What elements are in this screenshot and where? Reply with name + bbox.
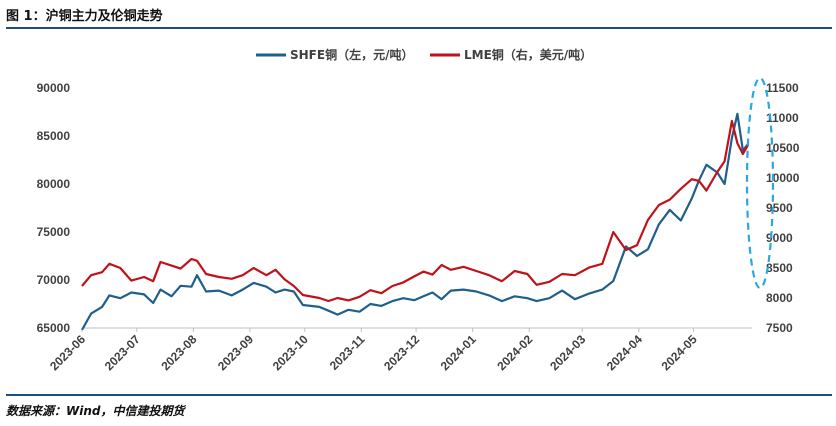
y-left-tick-label: 85000	[37, 129, 71, 143]
x-tick-label: 2024-03	[547, 332, 588, 373]
y-right-tick-label: 8500	[766, 261, 793, 275]
chart-annotations	[745, 76, 775, 290]
legend-label: LME铜（右，美元/吨）	[464, 47, 592, 62]
title-rule	[6, 27, 832, 29]
x-tick-label: 2023-12	[381, 332, 422, 373]
source-rule	[6, 394, 832, 396]
y-right-tick-label: 10500	[766, 141, 800, 155]
y-right-tick-label: 10000	[766, 171, 800, 185]
chart-series	[81, 112, 750, 331]
x-tick-label: 2023-10	[270, 332, 311, 373]
x-tick-label: 2024-04	[604, 332, 645, 373]
y-right-tick-label: 7500	[766, 321, 793, 335]
y-right-tick-label: 11000	[766, 111, 799, 125]
chart-legend: SHFE铜（左，元/吨） LME铜（右，美元/吨）	[256, 47, 592, 62]
lme-series-line	[81, 119, 750, 303]
x-tick-label: 2024-05	[659, 332, 700, 373]
x-tick-label: 2023-07	[102, 332, 143, 373]
y-left-tick-label: 65000	[37, 321, 71, 335]
y-right-tick-label: 9500	[766, 201, 793, 215]
y-right-tick-label: 9000	[766, 231, 793, 245]
chart-axes: 65000 70000 75000 80000 85000 90000 7500 8000 85…	[37, 81, 800, 373]
y-right-tick-label: 8000	[766, 291, 793, 305]
y-left-tick-label: 70000	[37, 273, 71, 287]
highlight-ellipse	[745, 76, 775, 290]
y-left-tick-label: 75000	[37, 225, 71, 239]
x-tick-label: 2023-09	[215, 332, 256, 373]
y-right-tick-label: 11500	[766, 81, 799, 95]
x-tick-label: 2024-02	[494, 332, 535, 373]
shfe-series-line	[81, 112, 750, 331]
y-left-tick-label: 80000	[37, 177, 71, 191]
source-note: 数据来源：Wind，中信建投期货	[6, 404, 185, 418]
x-tick-label: 2024-01	[438, 332, 479, 373]
legend-label: SHFE铜（左，元/吨）	[290, 47, 413, 62]
x-tick-label: 2023-11	[327, 332, 368, 373]
y-left-tick-label: 90000	[37, 81, 71, 95]
x-tick-label: 2023-06	[47, 332, 88, 373]
x-tick-label: 2023-08	[158, 332, 199, 373]
figure-title: 图 1：沪铜主力及伦铜走势	[6, 9, 163, 24]
